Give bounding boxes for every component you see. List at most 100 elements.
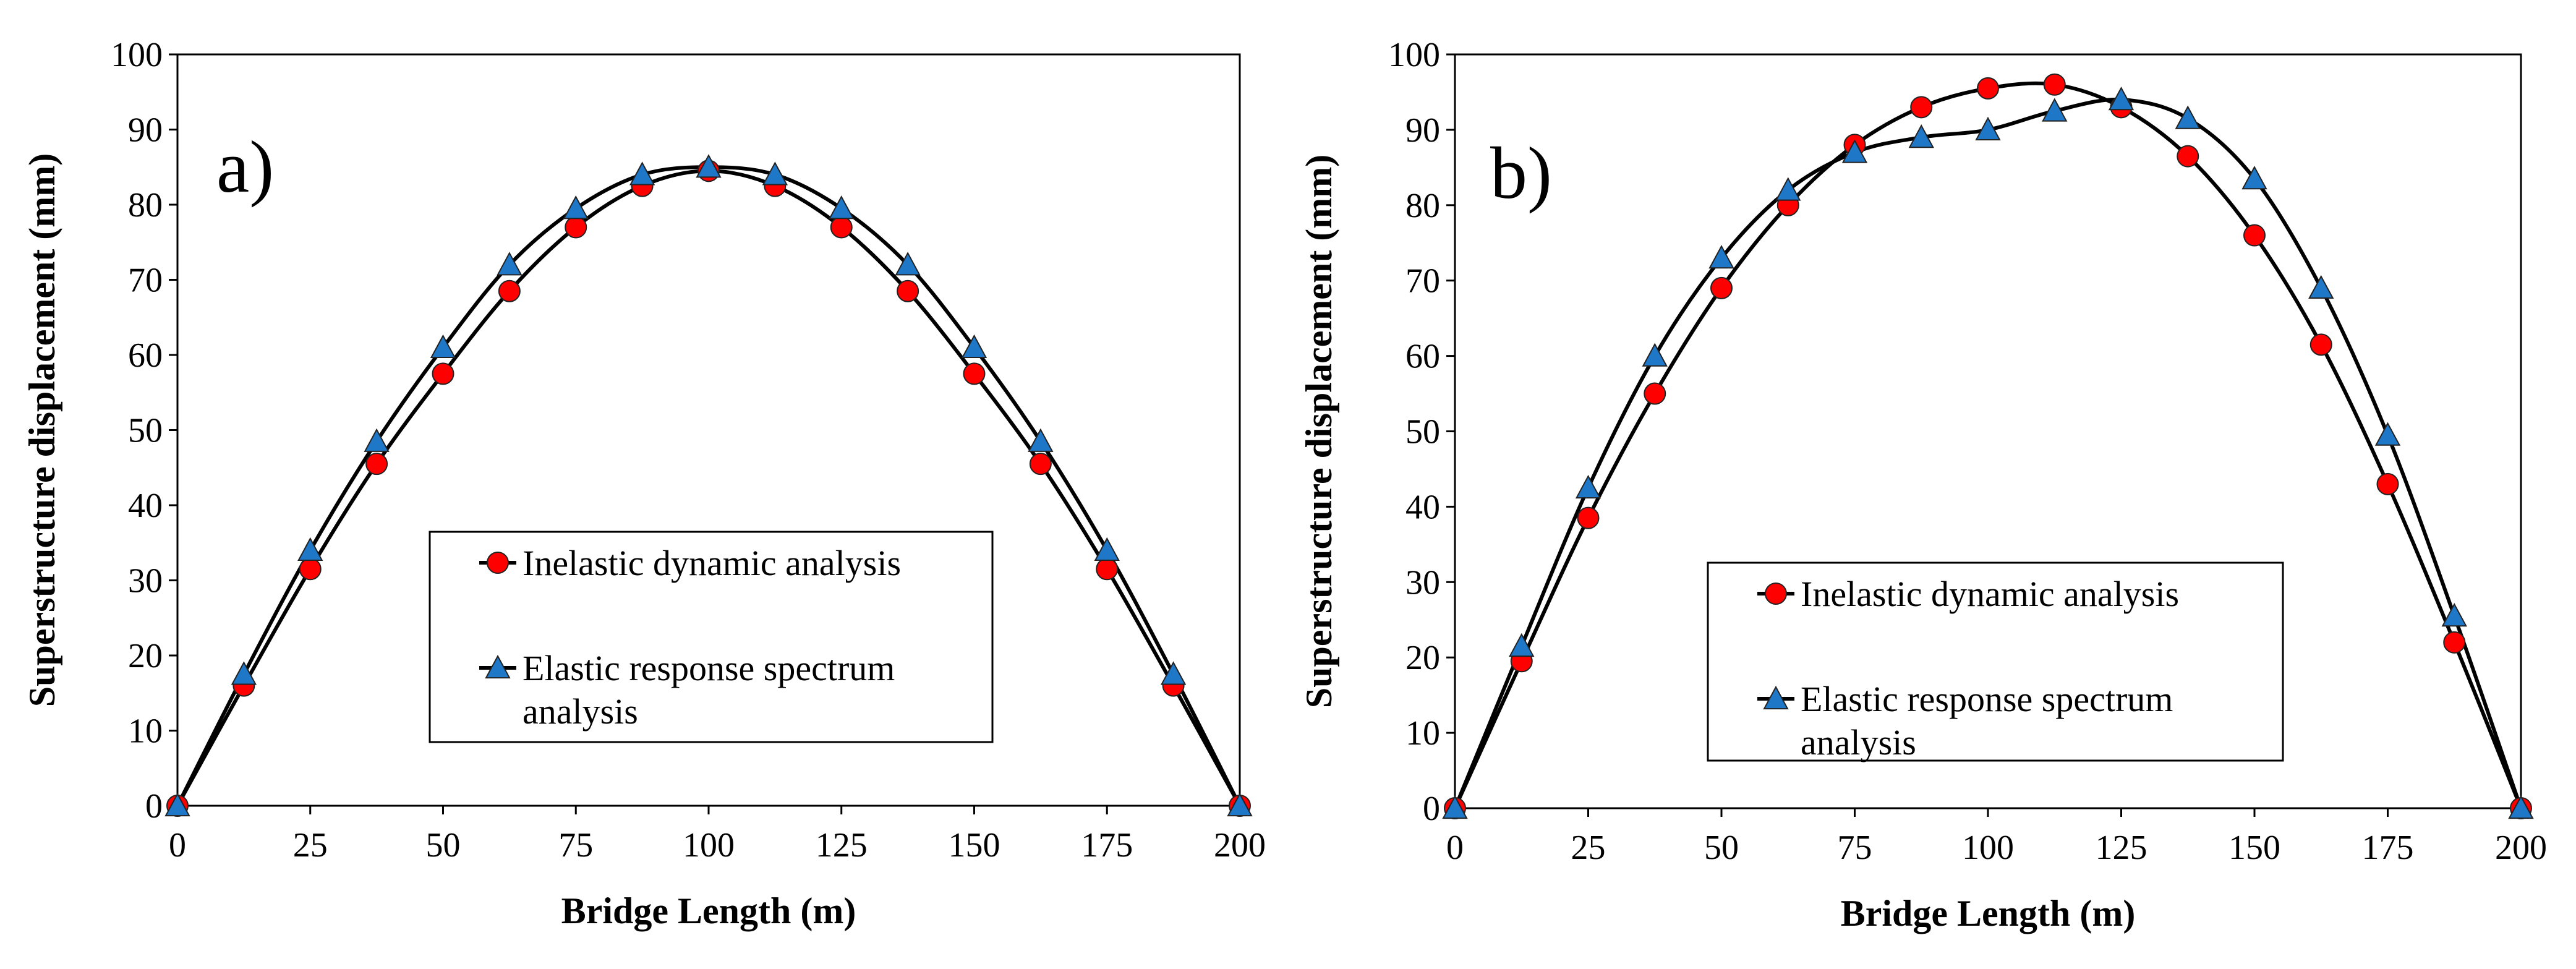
data-point-elastic	[1227, 792, 1253, 817]
x-axis-title: Bridge Length (m)	[561, 890, 856, 931]
data-point-inelastic	[432, 362, 454, 385]
data-point-elastic	[1509, 633, 1535, 657]
y-tick-label: 50	[1405, 413, 1440, 451]
legend-marker-inelastic	[487, 552, 509, 574]
legend-label-elastic-line2: analysis	[522, 691, 638, 732]
x-tick-label: 200	[2495, 829, 2547, 867]
x-tick-label: 150	[2228, 829, 2280, 867]
data-point-inelastic	[299, 558, 322, 581]
y-tick-label: 0	[145, 787, 163, 826]
data-point-inelastic	[1910, 96, 1933, 119]
data-point-inelastic	[1710, 276, 1733, 299]
data-point-inelastic	[1029, 453, 1052, 476]
y-tick-label: 90	[1405, 111, 1440, 150]
y-tick-label: 40	[128, 487, 163, 525]
x-tick-label: 50	[426, 826, 461, 864]
x-axis-title: Bridge Length (m)	[1841, 893, 2136, 934]
x-tick-label: 175	[1081, 826, 1133, 864]
data-point-elastic	[629, 161, 655, 186]
data-point-elastic	[2374, 422, 2401, 446]
y-tick-label: 60	[1405, 338, 1440, 376]
legend-box	[1707, 561, 2284, 762]
data-point-elastic	[696, 154, 722, 178]
data-point-elastic	[829, 195, 855, 220]
y-tick-label: 100	[1388, 36, 1440, 74]
y-tick-label: 90	[128, 111, 163, 150]
panel-label: b)	[1490, 132, 1552, 214]
x-tick-label: 125	[816, 826, 868, 864]
y-tick-label: 10	[128, 712, 163, 751]
data-point-elastic	[497, 252, 522, 276]
legend-marker-elastic	[1763, 685, 1789, 710]
x-tick-label: 200	[1214, 826, 1266, 864]
data-point-elastic	[2175, 105, 2201, 129]
y-tick-label: 20	[1405, 639, 1440, 677]
data-point-elastic	[297, 537, 323, 561]
data-point-elastic	[1642, 343, 1668, 367]
y-tick-label: 30	[128, 562, 163, 600]
x-tick-label: 100	[683, 826, 735, 864]
x-tick-label: 0	[1446, 829, 1464, 867]
x-tick-label: 25	[1571, 829, 1606, 867]
y-tick-label: 0	[1423, 790, 1440, 828]
y-tick-label: 80	[128, 186, 163, 224]
x-tick-label: 25	[293, 826, 328, 864]
x-tick-label: 100	[1962, 829, 2014, 867]
data-point-elastic	[164, 792, 190, 817]
data-point-elastic	[364, 428, 390, 452]
x-tick-label: 150	[949, 826, 1000, 864]
data-point-inelastic	[897, 280, 919, 302]
data-point-inelastic	[2376, 472, 2399, 495]
x-tick-label: 125	[2096, 829, 2147, 867]
data-point-elastic	[2508, 795, 2534, 819]
data-point-elastic	[430, 334, 456, 358]
y-tick-label: 30	[1405, 563, 1440, 602]
data-point-elastic	[1160, 661, 1187, 685]
data-point-inelastic	[498, 280, 521, 302]
data-point-elastic	[961, 334, 987, 358]
y-tick-label: 40	[1405, 488, 1440, 526]
legend-label-elastic: Elastic response spectrum	[522, 648, 895, 688]
data-point-inelastic	[1577, 506, 1600, 529]
data-point-inelastic	[1096, 558, 1119, 581]
y-tick-label: 20	[128, 637, 163, 675]
y-tick-label: 80	[1405, 187, 1440, 225]
data-point-elastic	[563, 195, 589, 220]
data-point-elastic	[1028, 428, 1054, 452]
legend-label-inelastic: Inelastic dynamic analysis	[522, 543, 901, 583]
panel-label: a)	[216, 126, 274, 208]
y-tick-label: 50	[128, 412, 163, 450]
data-point-elastic	[762, 161, 788, 186]
y-tick-label: 60	[128, 336, 163, 375]
legend-marker-elastic	[485, 654, 511, 679]
y-axis-title: Superstructure displacement (mm)	[22, 153, 62, 707]
data-point-inelastic	[2043, 73, 2066, 96]
y-tick-label: 100	[111, 36, 163, 74]
legend-label-inelastic: Inelastic dynamic analysis	[1801, 574, 2179, 614]
data-point-inelastic	[1977, 77, 1999, 100]
data-point-inelastic	[565, 216, 587, 239]
data-point-elastic	[2441, 603, 2467, 627]
data-point-elastic	[1575, 474, 1601, 499]
data-point-inelastic	[2309, 333, 2332, 356]
y-tick-label: 70	[128, 262, 163, 300]
data-point-elastic	[1708, 245, 1734, 269]
data-point-elastic	[1775, 177, 1801, 201]
legend-box	[429, 531, 994, 743]
data-point-elastic	[1442, 795, 1468, 819]
y-tick-label: 10	[1405, 714, 1440, 753]
y-tick-label: 70	[1405, 262, 1440, 301]
legend-label-elastic: Elastic response spectrum	[1801, 679, 2173, 719]
data-point-inelastic	[2177, 145, 2199, 168]
data-point-elastic	[1975, 116, 2001, 141]
chart-panel-b: 0 10 20 30 40 50 60 70 80 90 100 0 25 50 75 100 125 150 17…	[1299, 36, 2547, 934]
data-point-inelastic	[963, 362, 986, 385]
data-point-elastic	[1841, 139, 1868, 163]
data-point-elastic	[895, 252, 921, 276]
x-tick-label: 175	[2362, 829, 2414, 867]
data-point-elastic	[1908, 124, 1934, 148]
data-point-elastic	[231, 661, 257, 685]
legend-label-elastic-line2: analysis	[1801, 722, 1916, 762]
data-point-elastic	[2241, 166, 2267, 190]
chart-panel-a: 0 10 20 30 40 50 60 70 80 90 100 0 25 50 75 100 125 150 17…	[22, 36, 1266, 931]
